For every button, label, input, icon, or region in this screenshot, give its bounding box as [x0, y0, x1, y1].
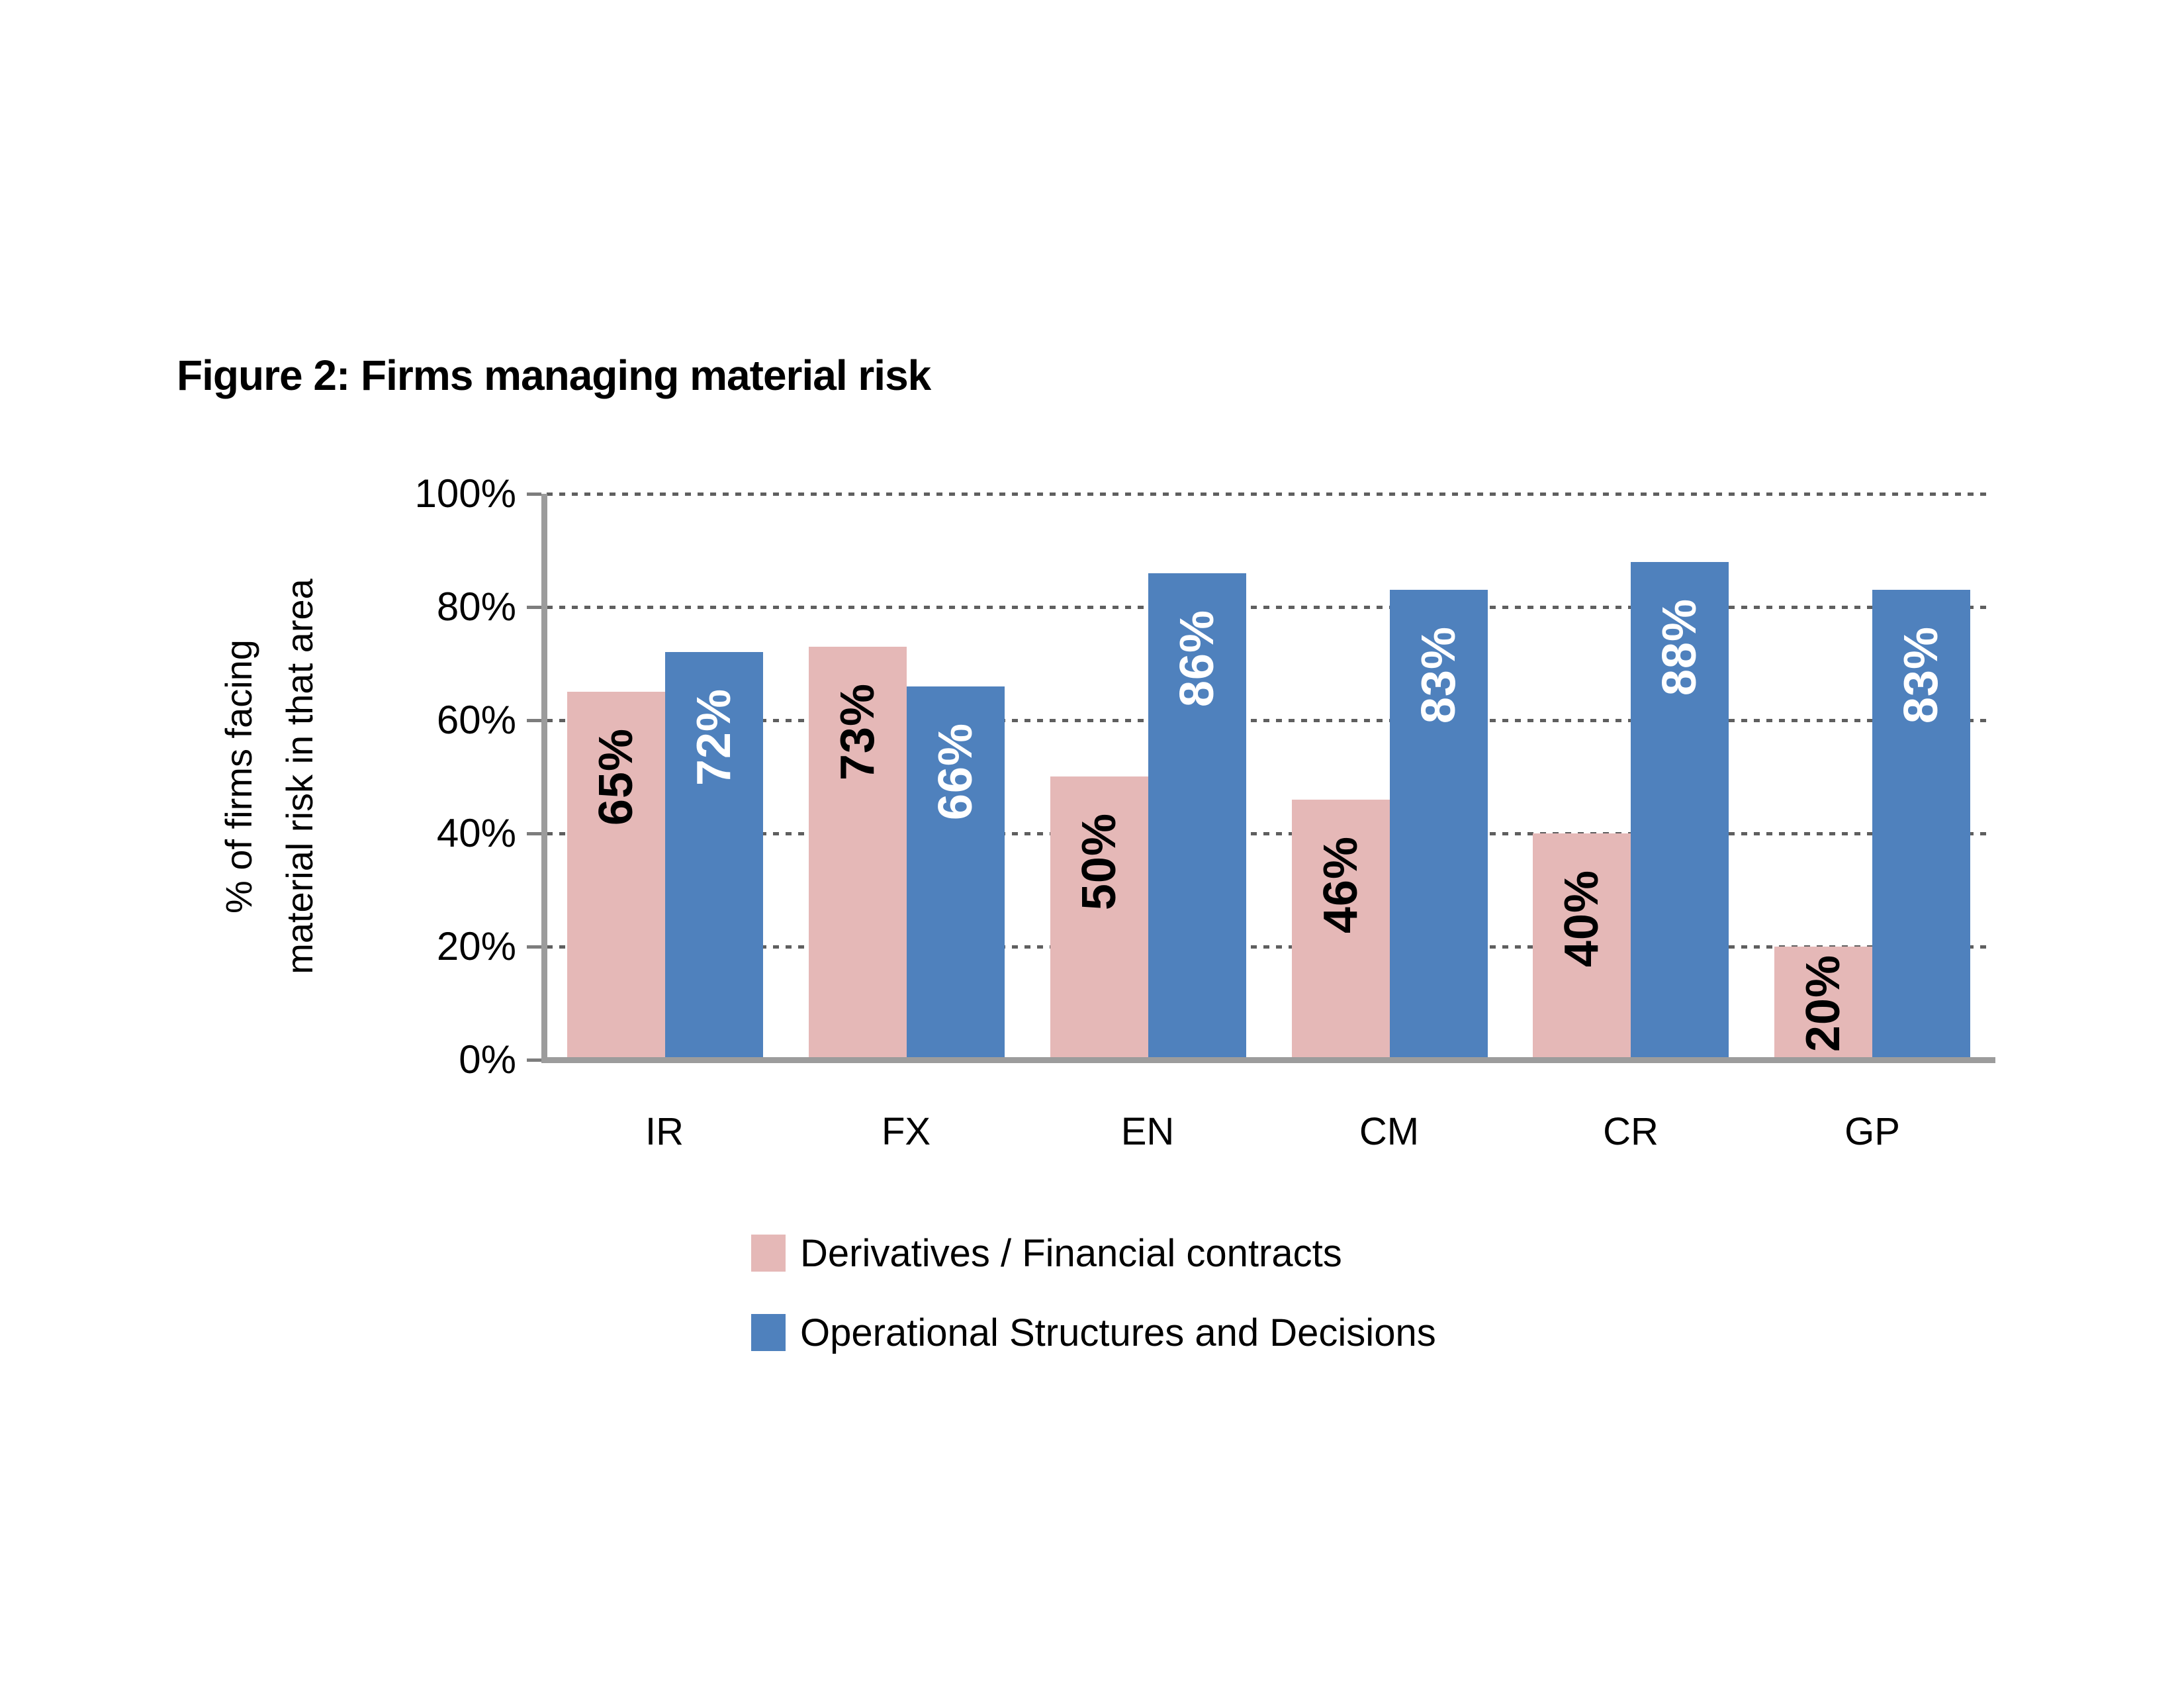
gridline	[547, 492, 1993, 496]
bar-operational-EN: 86%	[1148, 573, 1246, 1060]
bar-operational-GP: 83%	[1872, 590, 1970, 1060]
bar-value-label: 86%	[1171, 610, 1224, 708]
gridline	[547, 945, 1993, 949]
y-tick-label: 80%	[436, 585, 516, 629]
bar-operational-CM: 83%	[1390, 590, 1488, 1060]
y-axis-tick	[527, 492, 541, 496]
bar-value-label: 65%	[590, 728, 643, 826]
bar-derivatives-EN: 50%	[1050, 776, 1148, 1060]
y-axis-line	[541, 494, 547, 1063]
legend-label: Derivatives / Financial contracts	[800, 1231, 1342, 1275]
x-category-label-CR: CR	[1603, 1110, 1659, 1153]
legend-label: Operational Structures and Decisions	[800, 1311, 1436, 1354]
y-axis-tick	[527, 606, 541, 609]
bar-value-label: 72%	[688, 688, 741, 786]
y-axis-title: % of firms facing material risk in that …	[208, 445, 336, 1107]
y-axis-title-line2: material risk in that area	[279, 579, 320, 974]
bar-derivatives-FX: 73%	[809, 647, 907, 1060]
bar-derivatives-CM: 46%	[1292, 800, 1390, 1060]
bar-operational-FX: 66%	[907, 686, 1005, 1060]
bar-value-label: 88%	[1653, 598, 1706, 696]
plot-area: 65% 73% 50% 46% 40% 20% 72% 66% 86% 83% 88% 83%	[544, 492, 1993, 1060]
y-tick-label: 60%	[436, 698, 516, 742]
bar-operational-IR: 72%	[665, 652, 763, 1060]
legend-swatch-operational	[751, 1314, 786, 1351]
bar-value-label: 50%	[1073, 813, 1126, 911]
x-category-label-IR: IR	[645, 1110, 684, 1153]
bar-value-label: 46%	[1314, 836, 1367, 934]
bar-value-label: 66%	[929, 723, 982, 821]
y-tick-label: 40%	[436, 811, 516, 855]
x-category-label-FX: FX	[881, 1110, 931, 1153]
y-axis-tick	[527, 945, 541, 949]
x-category-label-EN: EN	[1120, 1110, 1175, 1153]
bar-derivatives-CR: 40%	[1533, 833, 1631, 1060]
x-category-label-GP: GP	[1844, 1110, 1900, 1153]
bar-value-label: 83%	[1412, 626, 1465, 724]
legend-item-operational: Operational Structures and Decisions	[751, 1311, 1436, 1354]
bar-value-label: 20%	[1797, 955, 1850, 1053]
bar-derivatives-GP: 20%	[1774, 947, 1872, 1060]
figure-title: Figure 2: Firms managing material risk	[177, 352, 931, 399]
y-tick-label: 20%	[436, 924, 516, 968]
bar-value-label: 73%	[831, 683, 884, 781]
x-category-label-CM: CM	[1359, 1110, 1420, 1153]
y-axis-title-line1: % of firms facing	[218, 639, 259, 914]
bar-value-label: 83%	[1895, 626, 1948, 724]
gridline	[547, 606, 1993, 609]
legend-swatch-derivatives	[751, 1235, 786, 1272]
y-axis-tick	[527, 719, 541, 722]
legend-item-derivatives: Derivatives / Financial contracts	[751, 1231, 1342, 1275]
y-axis-tick	[527, 1058, 541, 1062]
gridline	[547, 719, 1993, 722]
y-tick-label: 0%	[459, 1037, 516, 1082]
bar-derivatives-IR: 65%	[567, 692, 665, 1060]
bar-operational-CR: 88%	[1631, 562, 1729, 1060]
bar-value-label: 40%	[1555, 870, 1608, 968]
y-tick-label: 100%	[414, 471, 516, 516]
y-axis-tick	[527, 832, 541, 835]
x-axis-line	[541, 1057, 1995, 1063]
gridline	[547, 832, 1993, 835]
